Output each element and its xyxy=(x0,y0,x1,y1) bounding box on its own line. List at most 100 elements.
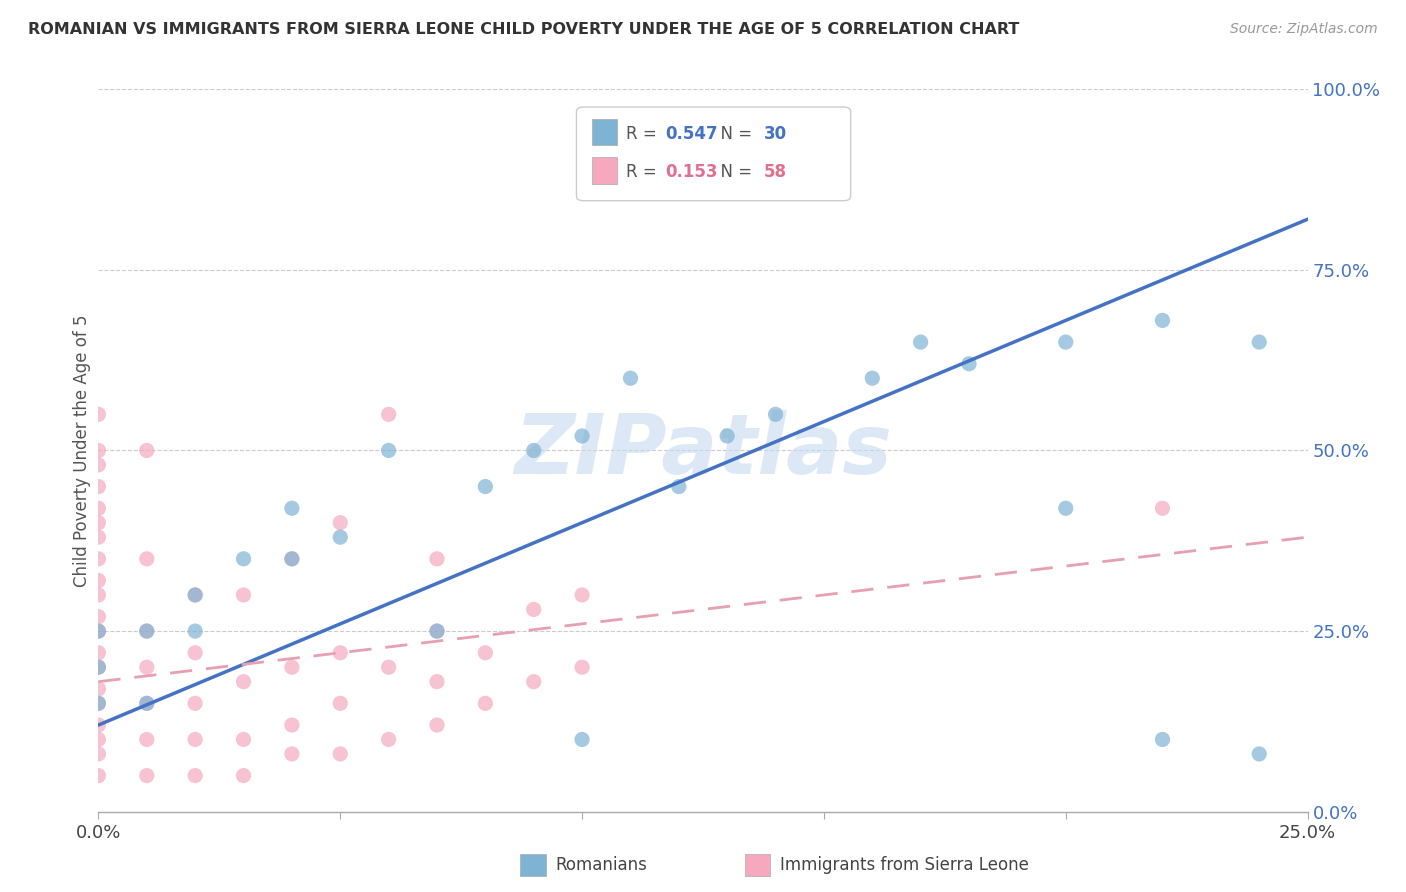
Point xyxy=(474,480,496,494)
Point xyxy=(426,674,449,689)
Point xyxy=(232,588,254,602)
Point xyxy=(1054,501,1077,516)
Point xyxy=(281,747,304,761)
Point xyxy=(377,407,399,421)
Point xyxy=(87,530,110,544)
Point xyxy=(377,660,399,674)
Point xyxy=(281,551,304,566)
Text: ROMANIAN VS IMMIGRANTS FROM SIERRA LEONE CHILD POVERTY UNDER THE AGE OF 5 CORREL: ROMANIAN VS IMMIGRANTS FROM SIERRA LEONE… xyxy=(28,22,1019,37)
Point xyxy=(232,769,254,783)
Point xyxy=(571,660,593,674)
Point xyxy=(87,624,110,639)
Point xyxy=(571,429,593,443)
Point xyxy=(329,747,352,761)
Point xyxy=(232,551,254,566)
Y-axis label: Child Poverty Under the Age of 5: Child Poverty Under the Age of 5 xyxy=(73,314,91,587)
Point xyxy=(281,718,304,732)
Point xyxy=(184,696,207,710)
Point xyxy=(619,371,641,385)
Point xyxy=(87,458,110,472)
Point xyxy=(571,732,593,747)
Point xyxy=(87,516,110,530)
Point xyxy=(329,516,352,530)
Text: R =: R = xyxy=(626,125,662,143)
Point xyxy=(184,624,207,639)
Point xyxy=(135,732,157,747)
Point xyxy=(87,660,110,674)
Point xyxy=(87,407,110,421)
Point xyxy=(87,696,110,710)
Point xyxy=(135,624,157,639)
Text: 0.153: 0.153 xyxy=(665,163,717,181)
Point xyxy=(281,501,304,516)
Point xyxy=(716,429,738,443)
Text: 58: 58 xyxy=(763,163,786,181)
Point xyxy=(135,696,157,710)
Point xyxy=(184,646,207,660)
Text: 30: 30 xyxy=(763,125,786,143)
Point xyxy=(1054,334,1077,349)
Point xyxy=(135,769,157,783)
Point xyxy=(281,660,304,674)
Point xyxy=(135,443,157,458)
Point xyxy=(87,588,110,602)
Point xyxy=(87,609,110,624)
Point xyxy=(87,732,110,747)
Point xyxy=(860,371,883,385)
Point xyxy=(377,732,399,747)
Point xyxy=(87,681,110,696)
Point xyxy=(232,732,254,747)
Text: N =: N = xyxy=(710,163,758,181)
Text: R =: R = xyxy=(626,163,662,181)
Point xyxy=(474,646,496,660)
Point xyxy=(87,769,110,783)
Point xyxy=(426,551,449,566)
Text: Source: ZipAtlas.com: Source: ZipAtlas.com xyxy=(1230,22,1378,37)
Point xyxy=(135,551,157,566)
Point xyxy=(426,624,449,639)
Point xyxy=(426,624,449,639)
Point xyxy=(765,407,787,421)
Point xyxy=(474,696,496,710)
Point xyxy=(135,660,157,674)
Point xyxy=(910,334,932,349)
Point xyxy=(135,624,157,639)
Point xyxy=(87,747,110,761)
Point xyxy=(1152,501,1174,516)
Point xyxy=(87,501,110,516)
Point xyxy=(1152,732,1174,747)
Text: ZIPatlas: ZIPatlas xyxy=(515,410,891,491)
Point xyxy=(523,443,546,458)
Point xyxy=(668,480,690,494)
Text: Immigrants from Sierra Leone: Immigrants from Sierra Leone xyxy=(780,856,1029,874)
Point xyxy=(281,551,304,566)
Point xyxy=(523,674,546,689)
Point xyxy=(523,602,546,616)
Point xyxy=(184,769,207,783)
Text: N =: N = xyxy=(710,125,758,143)
Text: 0.547: 0.547 xyxy=(665,125,717,143)
Point xyxy=(1249,334,1271,349)
Point xyxy=(571,588,593,602)
Point xyxy=(87,551,110,566)
Point xyxy=(87,660,110,674)
Point xyxy=(184,732,207,747)
Point xyxy=(329,696,352,710)
Point xyxy=(87,480,110,494)
Point xyxy=(329,530,352,544)
Point xyxy=(87,574,110,588)
Point xyxy=(87,718,110,732)
Point xyxy=(135,696,157,710)
Point xyxy=(87,696,110,710)
Point xyxy=(329,646,352,660)
Text: Romanians: Romanians xyxy=(555,856,647,874)
Point xyxy=(1152,313,1174,327)
Point xyxy=(184,588,207,602)
Point xyxy=(1249,747,1271,761)
Point xyxy=(87,646,110,660)
Point xyxy=(377,443,399,458)
Point xyxy=(957,357,980,371)
Point xyxy=(184,588,207,602)
Point xyxy=(87,624,110,639)
Point xyxy=(232,674,254,689)
